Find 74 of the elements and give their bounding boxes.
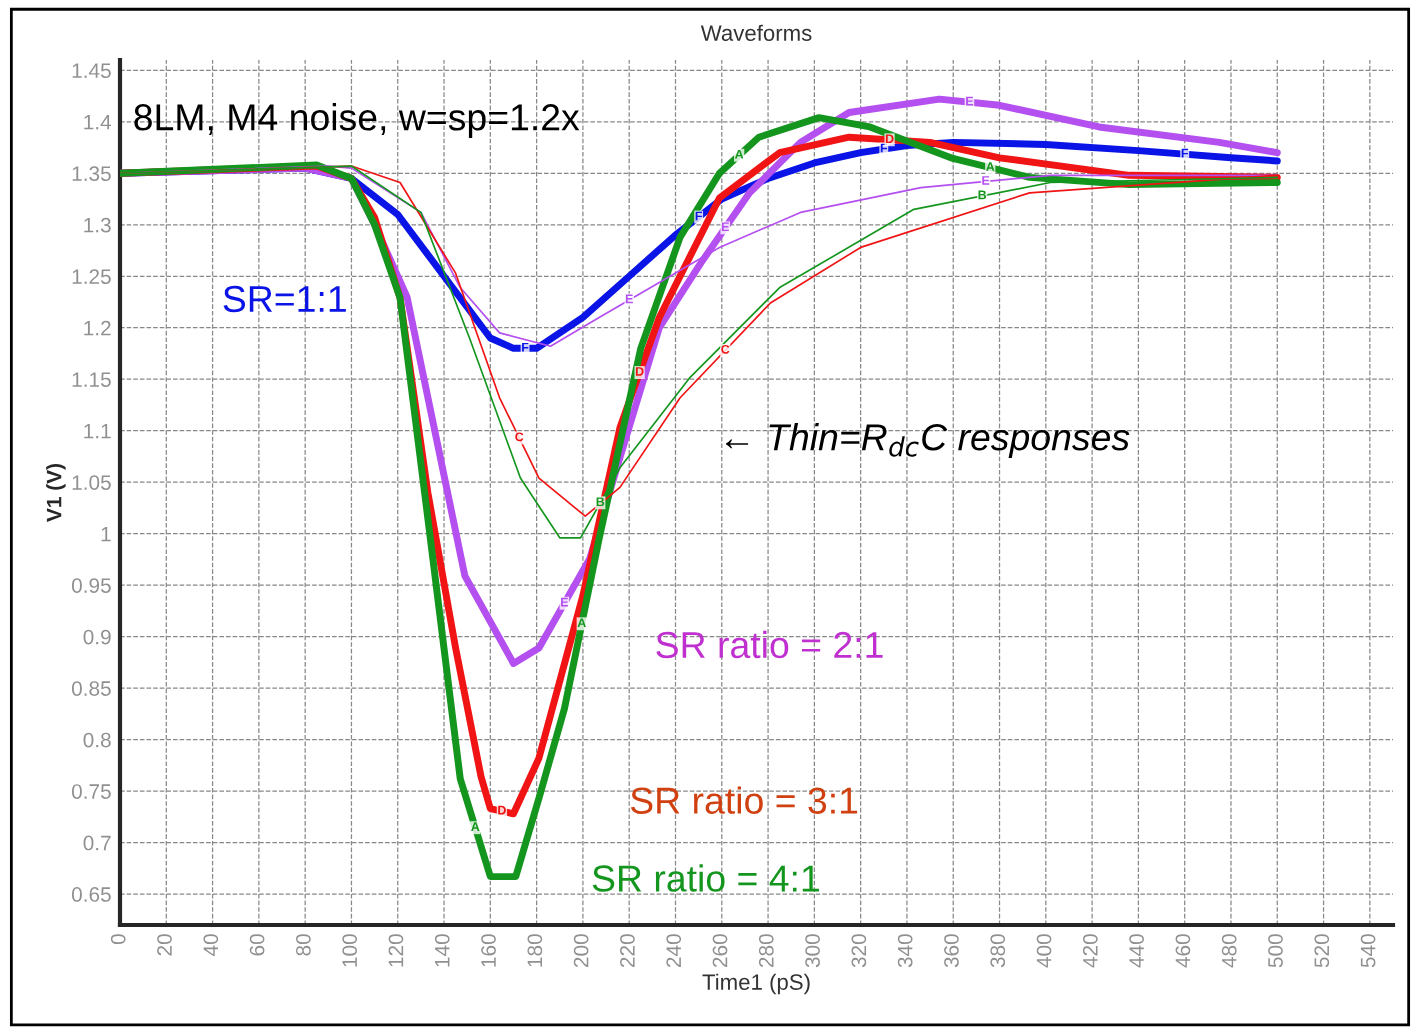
x-tick-label: 40 [203,934,219,957]
series-label: F [880,143,888,153]
x-tick-label: 80 [296,934,311,956]
annotation: SR=1:1 [223,285,346,313]
series-label: A [986,162,995,171]
x-tick-label: 420 [1082,934,1098,968]
text: C [721,344,730,354]
x-tick-label: 240 [666,934,682,968]
text: F [522,342,529,352]
x-tick-label: 120 [388,934,404,967]
x-tick-label: 140 [434,934,450,967]
x-tick-label: 0 [110,934,126,945]
x-tick-label: 180 [527,934,543,967]
series-label: D [635,367,644,376]
annotation: ← Thin=R$_{dc}$C responses [725,423,1130,458]
series-label: C [515,432,524,442]
x-tick-label: 160 [481,934,496,967]
x-tick-label: 460 [1175,934,1191,968]
y-tick-label: 0.65 [71,887,111,902]
y-tick-label: 0.8 [83,732,111,748]
y-tick-label: 0.9 [83,629,111,645]
annotation: SR ratio = 2:1 [656,630,883,659]
annotation: SR ratio = 3:1 [630,786,858,814]
series-label: E [721,222,729,232]
text: B [596,497,605,507]
text: F [1181,148,1189,158]
x-tick-label: 360 [944,934,959,968]
x-tick-label: 500 [1268,934,1283,968]
text: A [471,822,480,831]
text: D [885,134,894,144]
text: E [561,597,569,607]
text: E [625,294,633,304]
annotation: SR ratio = 4:1 [592,864,819,892]
text: E [966,96,974,106]
x-tick-label: 320 [851,934,867,968]
x-tick-label: 400 [1036,934,1052,968]
y-tick-label: 1 [101,526,111,542]
y-tick-label: 0.95 [71,578,111,593]
y-tick-label: 1.45 [72,63,111,79]
x-tick-label: 60 [249,934,265,956]
x-tick-label: 100 [342,934,358,967]
y-tick-label: 0.7 [83,835,111,851]
x-tick-label: 260 [712,934,728,968]
text: A [577,618,586,628]
x-tick-label: 480 [1221,934,1237,968]
x-tick-label: 380 [990,934,1006,968]
y-tick-label: 1.25 [72,269,111,284]
x-tick-label: 200 [573,934,589,968]
y-tick-label: 1.15 [72,372,111,387]
y-tick-label: 1.3 [84,217,111,233]
x-axis-title: Time1 (pS) [702,973,810,995]
x-tick-label: 340 [897,934,913,968]
chart-title: Waveforms [700,24,812,41]
series-label: E [982,176,990,185]
y-tick-label: 1.05 [72,475,111,490]
x-tick-label: 540 [1360,934,1376,968]
y-axis-title: V1 (V) [46,464,66,522]
text: F [695,211,702,221]
x-tick-label: 520 [1314,934,1330,968]
y-tick-label: 0.85 [71,681,111,696]
annotation: 8LM, M4 noise, w=sp=1.2x [134,103,580,138]
text: A [734,149,744,159]
x-tick-label: 280 [758,934,774,968]
y-tick-label: 1.4 [84,115,112,130]
x-tick-label: 220 [620,934,635,968]
y-tick-label: 1.1 [84,423,111,439]
x-tick-label: 300 [805,934,820,968]
text: D [498,805,506,815]
y-tick-label: 1.2 [84,320,111,336]
y-tick-label: 0.75 [71,784,111,799]
y-tick-label: 1.35 [72,166,111,182]
series-label: B [978,190,987,200]
x-tick-label: 20 [157,934,172,956]
x-tick-label: 440 [1129,934,1144,968]
